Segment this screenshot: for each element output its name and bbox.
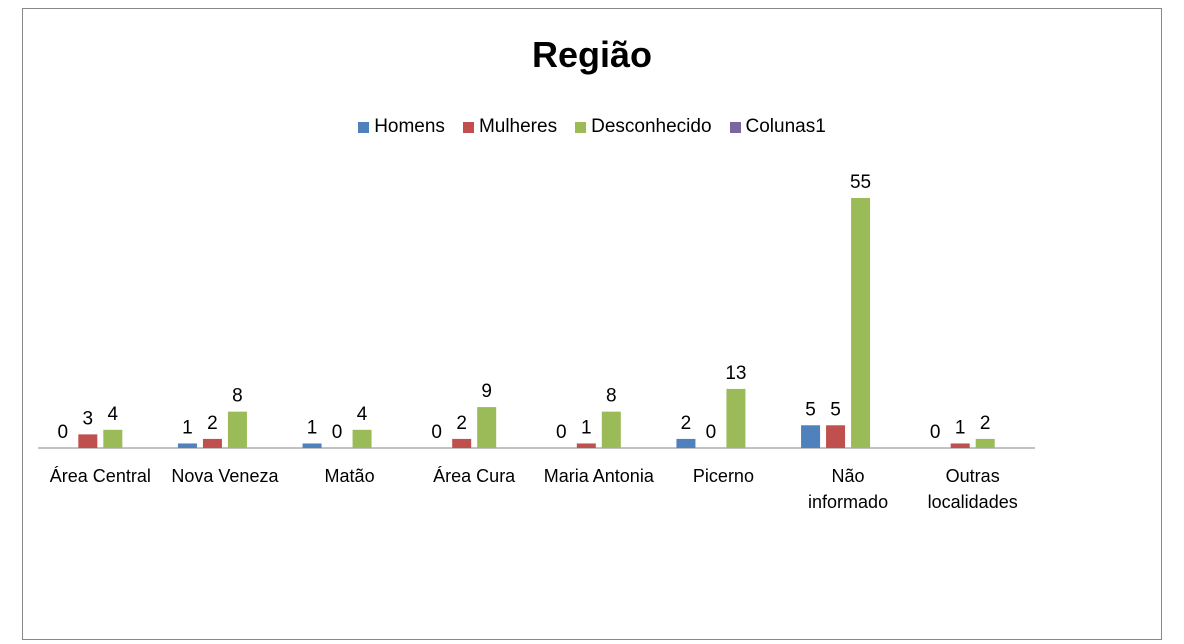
bar xyxy=(576,443,596,448)
legend-item: Mulheres xyxy=(462,116,558,138)
bar xyxy=(726,388,746,448)
data-label: 1 xyxy=(581,417,592,438)
chart-frame xyxy=(22,8,1162,640)
bar xyxy=(227,411,247,448)
legend-swatch xyxy=(729,121,741,133)
x-tick-label: Nova Veneza xyxy=(171,466,279,486)
bar xyxy=(851,198,871,448)
data-label: 5 xyxy=(805,399,816,420)
data-label: 13 xyxy=(725,363,746,384)
data-label: 0 xyxy=(930,422,941,443)
bar xyxy=(601,411,621,448)
x-tick-label: Maria Antonia xyxy=(543,466,654,486)
legend-label: Homens xyxy=(374,116,445,137)
bar xyxy=(826,425,846,448)
data-label: 3 xyxy=(83,408,94,429)
chart-title: Região xyxy=(531,34,653,75)
data-label: 0 xyxy=(58,422,69,443)
bar xyxy=(352,429,372,448)
legend-swatch xyxy=(462,121,474,133)
bar xyxy=(477,407,497,448)
data-label: 1 xyxy=(182,417,193,438)
legend-swatch xyxy=(575,121,587,133)
x-tick-label: Outras localidades xyxy=(927,466,1018,512)
data-label: 0 xyxy=(706,422,717,443)
bar xyxy=(302,443,322,448)
data-label: 9 xyxy=(481,381,492,402)
data-label: 0 xyxy=(556,422,567,443)
bar xyxy=(975,438,995,448)
bar xyxy=(177,443,197,448)
data-label: 2 xyxy=(681,413,692,434)
bar xyxy=(950,443,970,448)
bar xyxy=(202,438,222,448)
bar xyxy=(676,438,696,448)
data-label: 8 xyxy=(606,386,617,407)
x-tick-label: Não informado xyxy=(808,466,889,512)
legend-item: Desconhecido xyxy=(575,116,712,138)
x-tick-label: Picerno xyxy=(692,466,754,486)
legend-label: Colunas1 xyxy=(745,116,826,137)
bar xyxy=(103,429,123,448)
bar xyxy=(78,434,98,448)
data-label: 2 xyxy=(980,413,991,434)
data-label: 5 xyxy=(830,399,841,420)
legend-item: Colunas1 xyxy=(729,116,826,138)
data-label: 2 xyxy=(456,413,467,434)
data-label: 55 xyxy=(850,172,871,193)
bar xyxy=(452,438,472,448)
x-tick-label: Área Central xyxy=(49,466,151,486)
data-label: 1 xyxy=(307,417,318,438)
x-tick-label: Área Cura xyxy=(433,466,516,486)
data-label: 0 xyxy=(431,422,442,443)
legend-swatch xyxy=(358,121,370,133)
data-label: 2 xyxy=(207,413,218,434)
legend: Homens Mulheres Desconhecido Colunas1 xyxy=(0,116,1184,138)
data-label: 8 xyxy=(232,386,243,407)
data-label: 0 xyxy=(332,422,343,443)
data-label: 4 xyxy=(108,404,119,425)
legend-label: Mulheres xyxy=(478,116,558,137)
bar xyxy=(801,425,821,448)
legend-label: Desconhecido xyxy=(591,116,712,137)
legend-item: Homens xyxy=(358,116,445,138)
data-label: 4 xyxy=(357,404,368,425)
x-tick-label: Matão xyxy=(324,466,375,486)
data-label: 1 xyxy=(955,417,966,438)
